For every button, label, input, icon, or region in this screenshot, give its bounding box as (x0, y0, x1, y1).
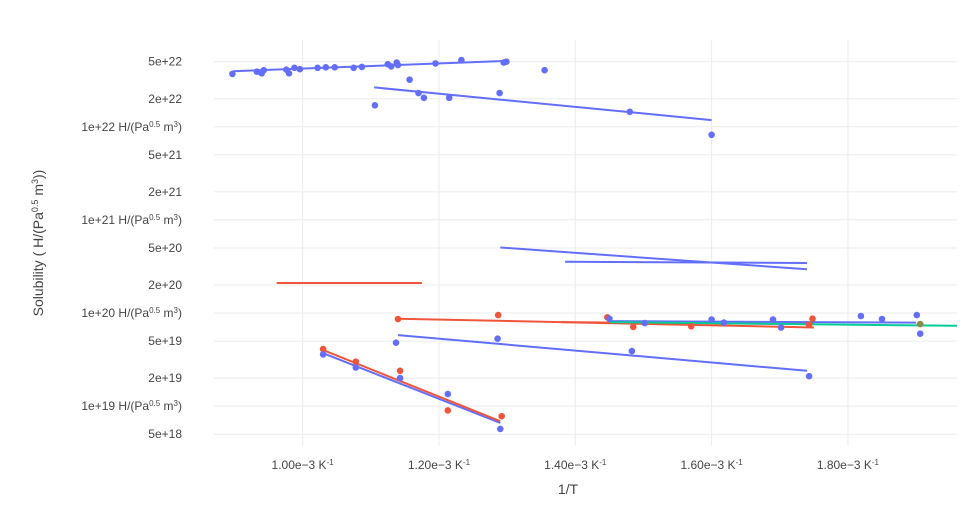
data-point-blue[interactable] (708, 316, 715, 323)
fit-line-blue (233, 59, 508, 73)
x-axis-ticks: 1.00e−3 K-1 1.20e−3 K-1 1.40e−3 K-1 1.60e−3… (272, 458, 880, 473)
y-axis-title-end: )) (30, 170, 46, 179)
fit-line-green (609, 321, 958, 327)
y-tick-label: 1e+22 H/(Pa0.5 m3) (81, 119, 182, 134)
data-point-blue[interactable] (458, 56, 465, 64)
y-axis-title-text: Solubility ( H/(Pa (30, 212, 46, 316)
data-point-blue[interactable] (392, 339, 400, 347)
data-point-blue[interactable] (626, 108, 634, 116)
grid-layer (214, 40, 957, 446)
data-point-blue[interactable] (720, 319, 728, 326)
data-point-blue[interactable] (350, 64, 358, 72)
y-axis-title-sup2: 3 (30, 179, 40, 184)
fit-line-blue (397, 334, 808, 372)
data-point-blue[interactable] (496, 89, 503, 97)
data-point-blue[interactable] (777, 324, 785, 331)
data-point-blue[interactable] (229, 70, 236, 78)
data-point-blue[interactable] (319, 351, 327, 358)
data-point-blue[interactable] (260, 66, 268, 74)
data-point-blue[interactable] (296, 65, 304, 73)
data-point-olive[interactable] (916, 320, 924, 328)
data-point-red[interactable] (805, 321, 813, 329)
data-point-blue[interactable] (769, 316, 777, 323)
data-point-blue[interactable] (358, 63, 366, 71)
data-point-blue[interactable] (857, 312, 865, 320)
fit-lines (233, 59, 958, 424)
data-point-blue[interactable] (322, 64, 330, 71)
data-point-red[interactable] (629, 323, 637, 331)
x-tick-label: 1.00e−3 K-1 (272, 458, 335, 473)
data-point-blue[interactable] (406, 76, 413, 83)
y-tick-label: 1e+20 H/(Pa0.5 m3) (81, 306, 182, 321)
y-tick-label: 1e+19 H/(Pa0.5 m3) (81, 399, 182, 414)
x-tick-label: 1.40e−3 K-1 (544, 458, 607, 473)
y-axis-title-sup1: 0.5 (30, 200, 40, 213)
data-point-blue[interactable] (291, 64, 298, 72)
y-tick-label: 2e+19 (148, 371, 182, 385)
data-point-blue[interactable] (420, 94, 428, 102)
y-tick-label: 2e+20 (148, 278, 182, 292)
y-tick-label: 1e+21 H/(Pa0.5 m3) (81, 212, 182, 227)
data-point-red[interactable] (444, 407, 452, 414)
data-point-blue[interactable] (285, 70, 293, 77)
x-tick-label: 1.20e−3 K-1 (408, 458, 471, 473)
data-point-blue[interactable] (371, 102, 379, 109)
data-point-blue[interactable] (497, 425, 504, 433)
y-tick-label: 2e+22 (148, 92, 182, 106)
fit-line-blue (500, 246, 808, 271)
data-point-blue[interactable] (352, 364, 360, 371)
x-axis-title: 1/T (558, 481, 579, 497)
data-point-red[interactable] (687, 323, 695, 330)
data-point-blue[interactable] (415, 89, 422, 97)
y-axis-title: Solubility ( H/(Pa0.5 m3)) (30, 170, 46, 317)
data-point-red[interactable] (494, 311, 502, 319)
fit-line-blue (374, 86, 712, 122)
data-point-blue[interactable] (878, 315, 886, 323)
data-point-red[interactable] (809, 315, 816, 323)
data-point-blue[interactable] (494, 335, 501, 343)
data-point-red[interactable] (394, 315, 402, 323)
data-point-blue[interactable] (708, 131, 715, 139)
data-point-red[interactable] (498, 412, 506, 420)
data-point-blue[interactable] (444, 390, 452, 398)
y-tick-label: 5e+22 (148, 55, 182, 69)
data-point-blue[interactable] (628, 347, 636, 355)
data-point-blue[interactable] (432, 60, 439, 67)
y-axis-title-mid: m (30, 184, 46, 200)
y-tick-label: 5e+21 (148, 148, 182, 162)
data-point-red[interactable] (352, 358, 360, 366)
data-point-blue[interactable] (394, 61, 402, 69)
data-point-blue[interactable] (916, 330, 924, 338)
data-point-blue[interactable] (314, 64, 321, 72)
x-tick-label: 1.60e−3 K-1 (681, 458, 744, 473)
data-point-blue[interactable] (606, 315, 613, 323)
data-point-blue[interactable] (641, 319, 649, 327)
data-point-blue[interactable] (396, 374, 404, 382)
y-tick-label: 5e+18 (148, 427, 182, 441)
fit-line-red (322, 349, 501, 423)
data-point-red[interactable] (319, 345, 327, 353)
data-point-blue[interactable] (445, 94, 453, 102)
fit-line-blue (565, 260, 808, 264)
x-tick-label: 1.80e−3 K-1 (817, 458, 880, 473)
data-point-blue[interactable] (387, 63, 395, 70)
y-tick-label: 5e+19 (148, 334, 182, 348)
data-point-blue[interactable] (541, 66, 548, 74)
y-tick-label: 2e+21 (148, 185, 182, 199)
y-tick-label: 5e+20 (148, 241, 182, 255)
data-point-red[interactable] (396, 367, 404, 375)
data-point-blue[interactable] (913, 311, 921, 319)
data-points (229, 56, 924, 433)
y-axis-ticks: 5e+22 2e+22 1e+22 H/(Pa0.5 m3) 5e+21 2e+21 1e… (81, 55, 182, 441)
fit-line-blue (322, 352, 501, 424)
data-point-blue[interactable] (331, 64, 339, 71)
data-point-blue[interactable] (805, 372, 813, 380)
data-point-blue[interactable] (503, 58, 510, 65)
fit-line-blue (609, 320, 917, 324)
